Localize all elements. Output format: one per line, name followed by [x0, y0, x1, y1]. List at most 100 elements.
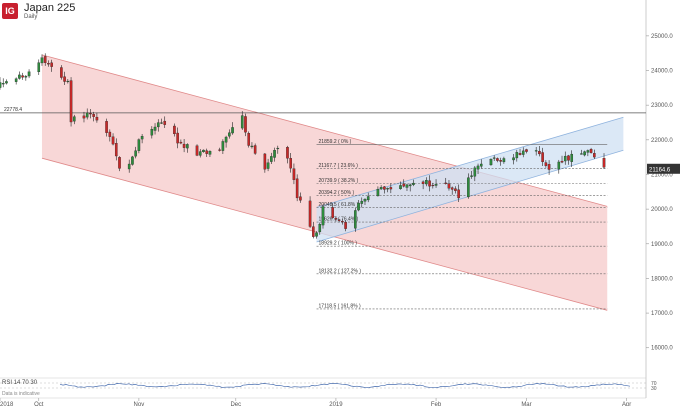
candle-down: [402, 183, 406, 187]
candle-down: [295, 178, 299, 199]
candle-down: [337, 219, 341, 221]
y-axis-tick-label: 24000.0: [651, 69, 673, 75]
candle-down: [421, 181, 425, 184]
y-axis-tick-label: 17000.0: [651, 311, 673, 317]
y-axis-tick-label: 23000.0: [651, 103, 673, 109]
candle-down: [292, 168, 296, 180]
candle-up: [202, 149, 205, 153]
fib-level-label: 18929.2 ( 100% ): [319, 241, 358, 247]
fib-level-label: 20394.2 ( 50% ): [319, 190, 355, 196]
candle-up: [156, 122, 160, 128]
candle-down: [111, 136, 115, 145]
candle-down: [341, 221, 344, 223]
candle-up: [221, 141, 225, 151]
candle-up: [492, 157, 496, 159]
candle-up: [408, 184, 412, 187]
candle-up: [72, 116, 76, 122]
candle-up: [240, 115, 244, 129]
candle-down: [286, 147, 289, 159]
candle-down: [547, 164, 551, 170]
candle-up: [534, 150, 538, 152]
candle-down: [289, 158, 292, 169]
candle-up: [0, 82, 2, 88]
candle-down: [205, 150, 209, 154]
candle-up: [186, 144, 189, 149]
candle-down: [567, 155, 570, 161]
up-channel-upper-line: [316, 116, 624, 208]
candle-down: [253, 145, 257, 154]
candle-down: [538, 150, 541, 155]
candle-down: [331, 207, 334, 219]
candle-up: [321, 206, 325, 226]
candle-up: [360, 200, 364, 204]
candle-up: [467, 177, 470, 198]
fib-level-label: 20048.5 ( 61.8% ): [319, 202, 359, 208]
candle-up: [85, 112, 89, 118]
candle-up: [470, 175, 473, 177]
candle-down: [444, 182, 448, 184]
candle-down: [593, 153, 596, 158]
candle-down: [499, 160, 502, 162]
candle-up: [580, 153, 583, 155]
candle-up: [353, 210, 357, 229]
candle-down: [389, 187, 393, 190]
candle-down: [602, 158, 606, 168]
candle-up: [27, 71, 31, 77]
candle-up: [14, 78, 18, 82]
current-price-label: 21164.6: [649, 167, 671, 173]
candle-down: [43, 56, 47, 63]
candle-down: [60, 67, 63, 78]
candle-up: [40, 57, 44, 64]
candle-up: [231, 127, 234, 134]
rsi-upper-level-label: 70: [651, 381, 657, 387]
candle-up: [434, 184, 438, 186]
down-channel-fill: [41, 54, 608, 311]
y-axis-tick-label: 21000.0: [651, 172, 673, 178]
up-channel-fill: [316, 117, 624, 243]
fib-level-label: 18132.2 ( 127.2% ): [319, 268, 362, 274]
candle-down: [541, 152, 544, 163]
candle-down: [247, 133, 251, 146]
x-axis-tick-label: Mar: [521, 402, 531, 406]
y-axis-tick-label: 19000.0: [651, 242, 673, 248]
candle-down: [383, 186, 386, 190]
fib-level-label: 21167.7 ( 23.6% ): [319, 163, 359, 169]
candle-down: [457, 189, 460, 199]
data-indicative-note: Data is indicative: [2, 391, 40, 397]
fib-level-label: 19626.7 ( 76.4% ): [319, 217, 359, 223]
candle-down: [105, 121, 108, 133]
candle-up: [266, 162, 270, 169]
candle-up: [476, 165, 480, 170]
candle-up: [1, 83, 5, 85]
timeframe-label: Daily: [24, 14, 38, 20]
candle-down: [560, 160, 564, 163]
rsi-line: [59, 383, 631, 389]
candle-down: [431, 184, 435, 187]
candle-down: [450, 187, 454, 190]
candle-up: [208, 151, 212, 155]
candle-down: [114, 143, 118, 157]
candle-up: [66, 80, 70, 83]
candle-up: [586, 150, 590, 153]
candle-down: [589, 149, 593, 153]
x-axis-tick-label: Feb: [431, 402, 442, 406]
candle-up: [425, 180, 428, 185]
candle-down: [182, 143, 186, 148]
fib-level-label: 17118.5 ( 161.8% ): [319, 303, 361, 309]
candle-up: [379, 187, 383, 190]
candle-up: [24, 76, 28, 78]
y-axis-tick-label: 22000.0: [651, 138, 673, 144]
candle-up: [37, 62, 41, 73]
candle-up: [131, 156, 134, 165]
candle-down: [176, 132, 179, 144]
candle-down: [525, 149, 528, 152]
candle-down: [173, 125, 176, 135]
candle-up: [570, 153, 574, 162]
candle-up: [18, 74, 21, 79]
candle-up: [153, 126, 157, 131]
candle-up: [357, 202, 360, 211]
candle-up: [366, 196, 370, 201]
candle-up: [273, 150, 276, 158]
fib-level-label: 20739.9 ( 38.2% ): [319, 178, 359, 184]
